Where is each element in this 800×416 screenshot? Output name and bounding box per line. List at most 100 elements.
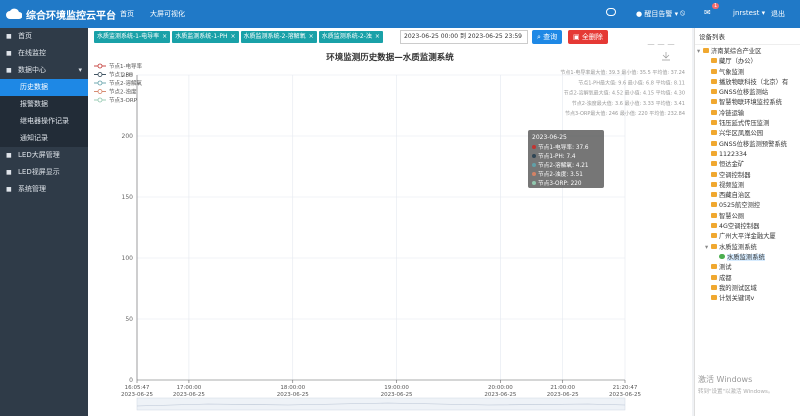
download-icon[interactable] xyxy=(662,52,670,61)
submenu-item[interactable]: 历史数据 xyxy=(0,79,88,96)
nav-home[interactable]: 首页 xyxy=(120,10,134,18)
menu-item[interactable]: ■ LED大屏管理 xyxy=(0,147,88,164)
filter-tag[interactable]: 水质监测系统-2-浊 × xyxy=(318,31,383,43)
tree-node[interactable]: 藏厅（办公） xyxy=(697,57,800,67)
x-tick-label: 17:00:00 xyxy=(177,385,202,391)
logout[interactable]: 退出 xyxy=(771,10,785,18)
tree-node[interactable]: 测试 xyxy=(697,263,800,273)
query-button[interactable]: ⌕ 查询 xyxy=(532,30,563,44)
tree-node[interactable]: 广州大平洋金融大厦 xyxy=(697,232,800,242)
filter-tag[interactable]: 水质监测系统-1-电导率 × xyxy=(94,31,171,43)
x-tick-date: 2023-06-25 xyxy=(381,392,413,398)
tree-node[interactable]: 西藏自治区 xyxy=(697,191,800,201)
tree-icon xyxy=(711,223,717,229)
legend-label[interactable]: 节点1-PH xyxy=(109,71,133,79)
tree-node[interactable]: 视频监测 xyxy=(697,181,800,191)
tree-node[interactable]: 我的测试区域 xyxy=(697,284,800,294)
tree-node[interactable]: 水质监测系统 xyxy=(697,253,800,263)
device-tree: ▾ 济南某综合产业区 藏厅（办公） 气象监测 播放物联科技（北京）有 GNSS位移监测站智… xyxy=(695,45,800,304)
tree-icon xyxy=(711,58,717,64)
stat-line: 节点2-溶解氧最大值: 4.52 最小值: 4.15 平均值: 4.30 xyxy=(564,90,685,97)
x-tick-date: 2023-06-25 xyxy=(609,392,641,398)
y-tick-label: 0 xyxy=(129,377,133,384)
legend-label[interactable]: 节点2-浊度 xyxy=(109,88,137,96)
x-tick-label: 21:20:47 xyxy=(613,385,638,391)
tree-node[interactable]: GNSS位移监测站 xyxy=(697,88,800,98)
tree-node[interactable]: 4G空调控制器 xyxy=(697,222,800,232)
datazoom-slider[interactable] xyxy=(136,397,626,411)
stat-line: 节点1-PH最大值: 9.6 最小值: 6.8 平均值: 8.11 xyxy=(578,79,685,86)
user[interactable]: jnrstest ▾ xyxy=(733,9,766,17)
x-tick-label: 19:00:00 xyxy=(384,385,409,391)
tree-node[interactable]: 恒达金矿 xyxy=(697,160,800,170)
tree-label: 藏厅（办公） xyxy=(719,58,757,66)
tree-node[interactable]: 空调控制器 xyxy=(697,171,800,181)
x-tick-label: 18:00:00 xyxy=(280,385,305,391)
menu-label: LED大屏管理 xyxy=(18,151,60,159)
tree-icon xyxy=(711,274,717,280)
tree-node[interactable]: 1122334 xyxy=(697,150,800,160)
y-tick-label: 50 xyxy=(125,316,133,323)
tree-node[interactable]: 钰压延式传压监测 xyxy=(697,119,800,129)
filter-tag[interactable]: 水质监测系统-2-溶解氧 × xyxy=(240,31,317,43)
legend-label[interactable]: 节点2-溶解氧 xyxy=(109,79,142,87)
date-range[interactable]: 2023-06-25 00:00 到 2023-06-25 23:59 xyxy=(400,30,528,44)
stat-line: 节点1-电导率最大值: 39.3 最小值: 35.5 平均值: 37.24 xyxy=(560,69,685,76)
tree-node[interactable]: 播放物联科技（北京）有 xyxy=(697,78,800,88)
nav-screen[interactable]: 大屏可视化 xyxy=(150,10,185,18)
menu-icon: ■ xyxy=(6,152,12,159)
menu-label: 数据中心 xyxy=(18,66,46,74)
tree-icon xyxy=(711,130,717,136)
menu-item[interactable]: ■ 首页 xyxy=(0,28,88,45)
tree-node[interactable]: 智慧公厕 xyxy=(697,212,800,222)
x-tick-date: 2023-06-25 xyxy=(121,392,153,398)
alert-toggle[interactable]: ● 醒目告警 ▾ xyxy=(636,10,679,18)
tree-node[interactable]: 成都 xyxy=(697,274,800,284)
tree-label: 1122334 xyxy=(719,150,748,158)
tree-node[interactable]: 气象监测 xyxy=(697,68,800,78)
menu-item[interactable]: ■ LED视屏显示 xyxy=(0,164,88,181)
toolbox[interactable] xyxy=(647,44,675,61)
menu-label: 首页 xyxy=(18,32,32,40)
tree-toggle: ▾ xyxy=(705,243,709,251)
tooltip-line: 节点3-ORP: 220 xyxy=(538,179,582,187)
x-tick-label: 20:00:00 xyxy=(488,385,513,391)
tree-label: 计划关键词v xyxy=(719,295,755,303)
submenu-item[interactable]: 报警数据 xyxy=(0,96,88,113)
tree-node[interactable]: ▾ 水质监测系统 xyxy=(697,243,800,253)
menu-item[interactable]: ■ 在线监控 xyxy=(0,45,88,62)
cloud-icon[interactable] xyxy=(606,8,616,16)
tag-close: × xyxy=(374,33,380,40)
sidebar: ■ 首页 ■ 在线监控 ■ 数据中心 ▾ 历史数据 报警数据 继电器操作记录 通知记录 ■ LED大屏管… xyxy=(0,28,88,416)
filter-tag[interactable]: 水质监测系统-1-PH × xyxy=(172,31,239,43)
legend-label[interactable]: 节点1-电导率 xyxy=(109,62,142,70)
legend-symbol xyxy=(97,80,103,86)
menu-item[interactable]: ■ 系统管理 xyxy=(0,181,88,198)
tree-node[interactable]: 智慧物联环境监控系统 xyxy=(697,98,800,108)
message-icon[interactable]: ✉ xyxy=(704,8,711,17)
tree-label: 冷链运输 xyxy=(719,109,745,117)
chart: 环境监测历史数据—水质监测系统 05010015020025016:05:472… xyxy=(94,44,685,411)
tree-icon xyxy=(711,109,717,115)
delete-label: 全删除 xyxy=(581,33,603,41)
tree-node[interactable]: GNSS位移监测预警系统 xyxy=(697,140,800,150)
menu-label: 在线监控 xyxy=(18,49,46,57)
tree-node[interactable]: 0525航空测控 xyxy=(697,201,800,211)
legend-label[interactable]: 节点3-ORP xyxy=(109,96,138,104)
x-tick-date: 2023-06-25 xyxy=(484,392,516,398)
tag-label: 水质监测系统-2-溶解氧 xyxy=(243,33,306,40)
submenu-item[interactable]: 继电器操作记录 xyxy=(0,113,88,130)
tree-node[interactable]: 计划关键词v xyxy=(697,294,800,304)
badge: 1 xyxy=(712,3,720,9)
tree-node[interactable]: 兴华区凤凰公园 xyxy=(697,129,800,139)
submenu-item[interactable]: 通知记录 xyxy=(0,130,88,147)
tree-node[interactable]: ▾ 济南某综合产业区 xyxy=(697,47,800,57)
delete-button[interactable]: ▣ 全删除 xyxy=(568,30,608,44)
mute-icon[interactable]: ⦸ xyxy=(680,8,686,17)
tree-node[interactable]: 冷链运输 xyxy=(697,109,800,119)
tree-icon xyxy=(711,171,717,177)
menu-item[interactable]: ■ 数据中心 ▾ xyxy=(0,62,88,79)
tree-label: 广州大平洋金融大厦 xyxy=(719,233,776,241)
tree-icon xyxy=(719,253,725,259)
tag-close: × xyxy=(308,33,314,40)
